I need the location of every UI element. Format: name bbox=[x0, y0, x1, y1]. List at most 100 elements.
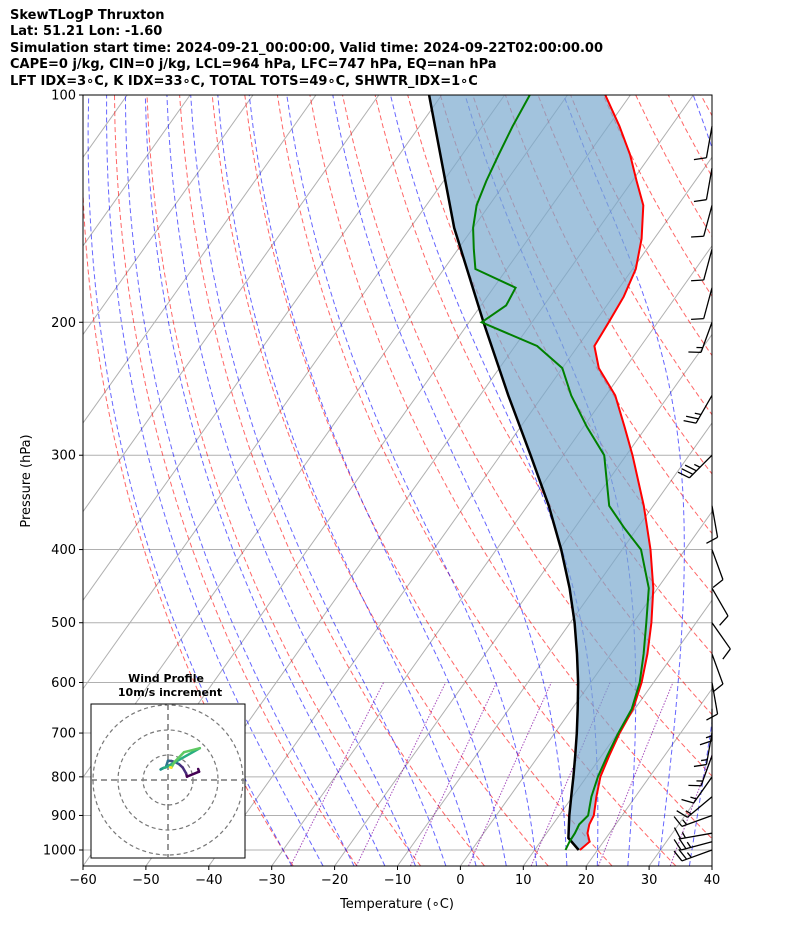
dry-adiabat-line bbox=[114, 95, 358, 866]
wind-barb bbox=[706, 505, 719, 544]
y-tick-label: 600 bbox=[51, 676, 76, 691]
isotherm-gridline bbox=[711, 865, 712, 866]
wind-barb-flag bbox=[712, 579, 724, 588]
wind-barb-staff bbox=[705, 126, 713, 158]
wind-barb-flag bbox=[681, 798, 694, 804]
wind-barb-flag bbox=[691, 235, 704, 238]
x-tick-label: 20 bbox=[578, 873, 595, 888]
x-tick-label: 0 bbox=[456, 873, 464, 888]
hodograph-subtitle: 10m/s increment bbox=[118, 686, 222, 699]
wind-barb-flag bbox=[678, 848, 688, 860]
wind-barb-staff bbox=[703, 248, 713, 281]
moist-adiabat-line bbox=[563, 95, 685, 866]
wind-barb-half-flag bbox=[681, 832, 686, 839]
wind-barb-staff bbox=[703, 205, 713, 237]
wind-barb-flag bbox=[706, 536, 718, 544]
wind-barb-staff bbox=[700, 755, 713, 786]
wind-barb-half-flag bbox=[700, 758, 708, 762]
wind-barb-staff bbox=[705, 168, 713, 200]
hodograph-trace bbox=[159, 746, 202, 778]
wind-barb bbox=[691, 248, 713, 282]
wind-barb-flag bbox=[699, 740, 713, 746]
y-tick-label: 1000 bbox=[43, 844, 76, 859]
wind-barb bbox=[693, 126, 713, 161]
hodograph-segment bbox=[185, 770, 201, 778]
y-tick-label: 500 bbox=[51, 616, 76, 631]
wind-barb-half-flag bbox=[690, 796, 697, 800]
wind-barb bbox=[693, 168, 713, 203]
simulation-times: Simulation start time: 2024-09-21_00:00:… bbox=[10, 40, 603, 56]
wind-barb-flag bbox=[691, 317, 704, 321]
wind-barb-staff bbox=[705, 732, 713, 765]
wind-barb-flag bbox=[681, 468, 694, 475]
station-coordinates: Lat: 51.21 Lon: -1.60 bbox=[10, 24, 163, 40]
wind-barb-staff bbox=[681, 849, 713, 862]
x-tick-label: −30 bbox=[258, 873, 285, 888]
mixing-ratio-line bbox=[597, 682, 674, 866]
moist-adiabat-line bbox=[286, 95, 538, 866]
wind-barb bbox=[673, 827, 713, 840]
y-tick-label: 100 bbox=[51, 89, 76, 104]
hodograph-segment bbox=[164, 746, 202, 769]
dry-adiabat-line bbox=[766, 95, 794, 866]
moist-adiabat-line bbox=[87, 95, 293, 866]
wind-barb-staff bbox=[711, 653, 724, 685]
isotherm-gridline bbox=[0, 95, 1, 866]
x-tick-label: −60 bbox=[69, 873, 96, 888]
moist-adiabat-line bbox=[720, 95, 794, 866]
wind-barb bbox=[688, 322, 713, 353]
wind-barb-flag bbox=[722, 648, 731, 660]
isotherm-gridline bbox=[208, 156, 712, 866]
wind-barb-flag bbox=[673, 850, 683, 862]
wind-barb bbox=[691, 287, 713, 321]
x-axis-label: Temperature (∘C) bbox=[339, 897, 454, 912]
wind-barb bbox=[673, 848, 713, 862]
wind-barb-flag bbox=[712, 683, 724, 693]
dry-adiabat-line bbox=[276, 95, 677, 866]
moist-adiabat-line bbox=[217, 95, 477, 866]
wind-barb-flag bbox=[673, 816, 683, 827]
wind-barb-staff bbox=[688, 454, 713, 479]
wind-barb-flag bbox=[683, 419, 697, 424]
hodograph-segment bbox=[173, 750, 186, 764]
x-tick-label: −40 bbox=[195, 873, 222, 888]
dry-adiabat-line bbox=[734, 95, 794, 866]
dry-adiabat-line bbox=[179, 95, 485, 866]
dewpoint-profile-line bbox=[472, 95, 650, 851]
wind-barbs bbox=[673, 126, 731, 862]
wind-barb-flag bbox=[673, 827, 682, 840]
cape-cin-shading bbox=[429, 95, 654, 850]
wind-barb-half-flag bbox=[686, 841, 692, 848]
x-tick-label: −10 bbox=[384, 873, 411, 888]
wind-barb bbox=[711, 653, 724, 693]
wind-barb-flag bbox=[719, 615, 729, 626]
wind-barb-flag bbox=[693, 199, 707, 203]
y-tick-label: 700 bbox=[51, 727, 76, 742]
wind-barb-staff bbox=[693, 776, 713, 804]
wind-barb bbox=[691, 205, 713, 238]
mixing-ratio-line bbox=[409, 682, 498, 866]
isotherm-gridline bbox=[83, 95, 191, 247]
dry-adiabat-line bbox=[211, 95, 549, 866]
wind-barb bbox=[677, 454, 713, 479]
parcel-profile-line bbox=[427, 95, 580, 851]
moist-adiabat-line bbox=[248, 95, 507, 866]
y-tick-label: 200 bbox=[51, 316, 76, 331]
hodograph-segment bbox=[182, 746, 202, 754]
wind-barb-flag bbox=[676, 810, 688, 818]
wind-barb bbox=[693, 732, 713, 768]
wind-barb-flag bbox=[693, 763, 707, 768]
x-tick-label: 30 bbox=[641, 873, 658, 888]
isotherm-gridline bbox=[775, 95, 794, 866]
wind-barb bbox=[711, 549, 724, 588]
stability-params: CAPE=0 j/kg, CIN=0 j/kg, LCL=964 hPa, LF… bbox=[10, 57, 497, 73]
wind-barb bbox=[706, 682, 719, 721]
isotherm-gridline bbox=[83, 95, 443, 602]
y-tick-label: 300 bbox=[51, 449, 76, 464]
wind-barb bbox=[688, 755, 713, 787]
isotherm-gridline bbox=[83, 95, 254, 336]
wind-barb bbox=[711, 587, 729, 626]
wind-barb-staff bbox=[711, 622, 731, 650]
mixing-ratio-line bbox=[355, 682, 447, 866]
